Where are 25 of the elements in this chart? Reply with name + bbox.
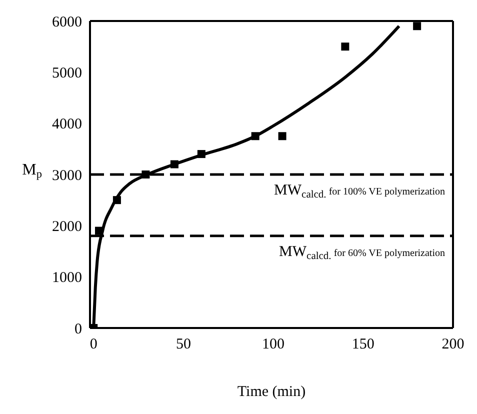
x-axis-title: Time (min)	[237, 384, 306, 400]
y-tick-label: 5000	[52, 65, 82, 82]
y-tick-label: 6000	[52, 14, 82, 30]
point	[142, 170, 150, 178]
point	[197, 150, 206, 158]
y-tick-label: 3000	[52, 168, 82, 184]
ref-line-label: MW$_{calcd.}$ for 60% VE polymerization	[279, 244, 445, 262]
y-tick-label: 0	[74, 321, 82, 338]
point	[94, 226, 103, 235]
y-tick-label: 1000	[52, 270, 82, 286]
y-tick-label: 4000	[52, 116, 82, 133]
x-tick-label: 100	[262, 336, 285, 353]
y-axis-title: M$_{p}$	[22, 162, 42, 180]
point	[170, 160, 178, 168]
x-tick-label: 50	[176, 336, 191, 353]
y-tick-label: 2000	[52, 218, 82, 235]
x-tick-label: 200	[442, 336, 464, 353]
x-tick-label: 0	[90, 336, 98, 353]
x-tick-label: 150	[352, 336, 374, 353]
point	[112, 196, 121, 204]
ref-line-label: MW$_{calcd.}$ for 100% VE polymerization	[274, 182, 445, 200]
point	[251, 132, 260, 140]
point	[341, 42, 350, 51]
point	[278, 132, 286, 140]
point	[413, 22, 422, 30]
